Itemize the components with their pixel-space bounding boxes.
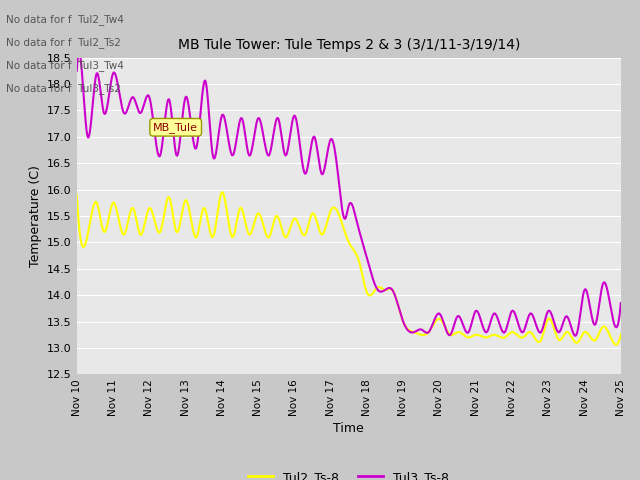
- Text: No data for f  Tul2_Ts2: No data for f Tul2_Ts2: [6, 37, 121, 48]
- Text: MB_Tule: MB_Tule: [153, 122, 198, 133]
- X-axis label: Time: Time: [333, 421, 364, 434]
- Text: No data for f  Tul3_Tw4: No data for f Tul3_Tw4: [6, 60, 124, 72]
- Legend: Tul2_Ts-8, Tul3_Ts-8: Tul2_Ts-8, Tul3_Ts-8: [243, 466, 454, 480]
- Text: No data for f  Tul2_Tw4: No data for f Tul2_Tw4: [6, 14, 124, 25]
- Y-axis label: Temperature (C): Temperature (C): [29, 165, 42, 267]
- Title: MB Tule Tower: Tule Temps 2 & 3 (3/1/11-3/19/14): MB Tule Tower: Tule Temps 2 & 3 (3/1/11-…: [178, 38, 520, 52]
- Text: No data for f  Tul3_Ts2: No data for f Tul3_Ts2: [6, 84, 121, 95]
